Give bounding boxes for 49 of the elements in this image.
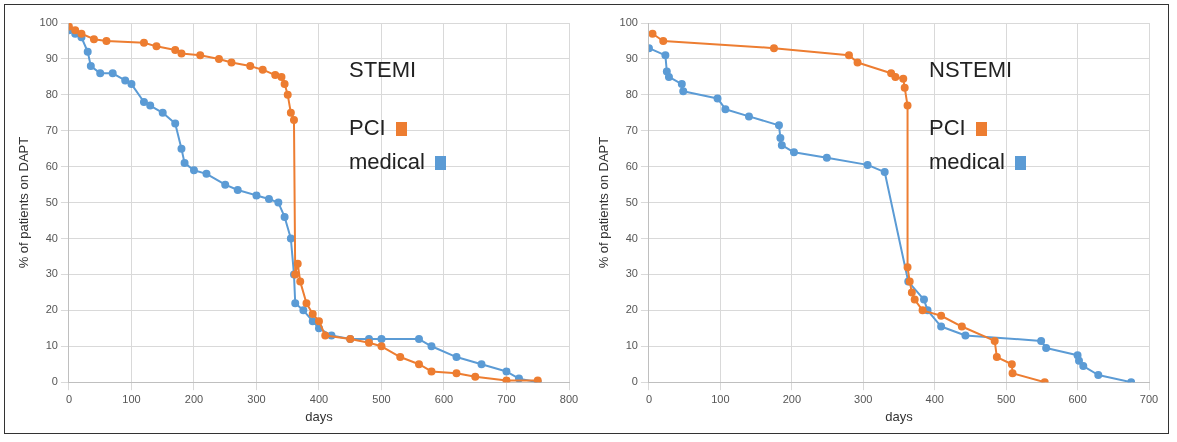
- x-tick-label: 500: [996, 392, 1016, 405]
- y-tick-label: 50: [625, 195, 638, 208]
- x-tick-label: 100: [711, 392, 730, 405]
- text: NSTEMI: [929, 56, 1014, 84]
- x-tick-label: 300: [247, 392, 266, 405]
- y-tick-label: 40: [45, 231, 58, 244]
- y-tick-label: 20: [45, 303, 58, 316]
- y-tick-label: 90: [625, 51, 638, 64]
- y-tick-label: 0: [631, 375, 638, 388]
- x-tick-label: 200: [184, 392, 204, 405]
- y-tick-label: 70: [625, 123, 638, 136]
- x-tick-label: 0: [645, 392, 653, 405]
- x-tick-label: 700: [1139, 392, 1159, 405]
- x-tick-label: 400: [309, 392, 329, 405]
- legend-label: PCI: [349, 115, 386, 140]
- y-tick-label: 70: [45, 123, 58, 136]
- x-axis-title: days: [885, 408, 914, 424]
- y-tick-label: 50: [45, 195, 58, 208]
- y-axis-title: % of patients on DAPT: [596, 136, 612, 269]
- x-tick-label: 600: [1068, 392, 1087, 405]
- legend-label: medical: [349, 149, 425, 174]
- y-axis-title: % of patients on DAPT: [16, 136, 32, 269]
- y-tick-label: 100: [39, 16, 58, 29]
- y-tick-label: 10: [625, 339, 638, 352]
- legend-label: PCI: [929, 115, 966, 140]
- x-tick-label: 600: [434, 392, 454, 405]
- x-tick-label: 300: [854, 392, 873, 405]
- x-tick-label: 100: [122, 392, 141, 405]
- y-tick-label: 60: [625, 159, 638, 172]
- x-axis-title: days: [305, 408, 334, 424]
- y-tick-label: 100: [619, 16, 638, 29]
- x-tick-label: 0: [65, 392, 73, 405]
- y-tick-label: 90: [45, 51, 58, 64]
- x-tick-label: 800: [559, 392, 579, 405]
- x-tick-label: 200: [782, 392, 801, 405]
- y-tick-label: 30: [625, 267, 638, 280]
- y-tick-label: 80: [45, 87, 58, 100]
- x-tick-label: 500: [372, 392, 391, 405]
- x-tick-label: 400: [925, 392, 944, 405]
- y-tick-label: 0: [51, 375, 58, 388]
- legend-label: medical: [929, 149, 1005, 174]
- text: STEMI: [349, 56, 418, 84]
- y-tick-label: 10: [45, 339, 58, 352]
- x-tick-label: 700: [497, 392, 516, 405]
- y-tick-label: 80: [625, 87, 638, 100]
- y-tick-label: 20: [625, 303, 638, 316]
- y-tick-label: 60: [45, 159, 58, 172]
- y-tick-label: 30: [45, 267, 58, 280]
- y-tick-label: 40: [625, 231, 638, 244]
